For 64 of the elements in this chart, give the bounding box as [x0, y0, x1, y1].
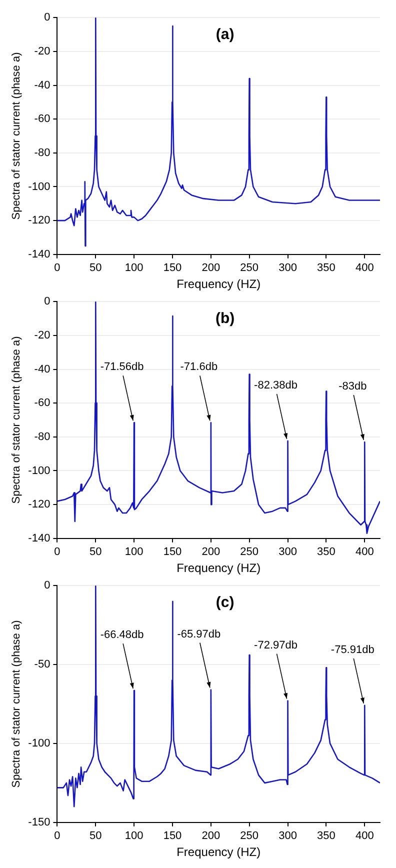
x-tick-label: 300 — [278, 546, 297, 558]
x-tick-label: 200 — [202, 546, 220, 558]
x-tick-label: 300 — [278, 262, 297, 274]
text: (b) — [215, 310, 235, 328]
annotation: -72.97db — [254, 639, 298, 652]
x-axis-title: Frequency (HZ) — [176, 561, 261, 576]
y-tick-label: -100 — [28, 738, 50, 750]
y-tick-label: 0 — [44, 12, 50, 24]
x-tick-label: 100 — [124, 830, 144, 842]
text: (c) — [216, 594, 234, 612]
x-tick-label: 200 — [202, 830, 220, 842]
y-tick-label: -80 — [34, 430, 50, 443]
x-tick-label: 50 — [90, 262, 102, 274]
annotation: -75.91db — [330, 644, 374, 656]
y-tick-label: -140 — [28, 532, 50, 544]
text: (a) — [216, 26, 234, 44]
x-tick-label: 150 — [163, 546, 182, 558]
y-tick-label: -20 — [34, 329, 50, 342]
x-tick-label: 350 — [317, 546, 336, 558]
x-tick-label: 50 — [90, 830, 102, 842]
y-tick-label: -60 — [34, 397, 50, 410]
y-tick-label: -120 — [28, 498, 50, 511]
x-tick-label: 100 — [124, 546, 144, 558]
x-tick-label: 250 — [240, 830, 259, 842]
x-tick-label: 50 — [90, 546, 102, 558]
x-tick-label: 350 — [317, 830, 336, 842]
x-tick-label: 0 — [54, 830, 60, 842]
x-tick-label: 150 — [163, 830, 182, 842]
y-axis-title: Spectra of stator current (phase a) — [10, 52, 23, 220]
x-tick-label: 0 — [54, 262, 60, 274]
x-tick-label: 100 — [124, 262, 144, 274]
x-tick-label: 200 — [202, 262, 220, 274]
x-tick-label: 150 — [163, 262, 182, 274]
y-tick-label: -20 — [34, 45, 50, 58]
annotation: -71.56db — [100, 361, 144, 374]
x-tick-label: 250 — [240, 546, 259, 558]
x-axis-title: Frequency (HZ) — [176, 277, 261, 292]
x-tick-label: 0 — [54, 546, 60, 558]
annotation: -83db — [338, 380, 367, 393]
y-tick-label: -40 — [34, 79, 50, 92]
annotation: -65.97db — [177, 628, 221, 640]
y-tick-label: -100 — [28, 180, 50, 193]
x-tick-label: 400 — [355, 830, 374, 842]
y-tick-label: -80 — [34, 146, 50, 159]
y-tick-label: -120 — [28, 214, 50, 227]
x-tick-label: 250 — [240, 262, 259, 274]
y-axis-title: Spectra of stator current (phase a) — [10, 620, 23, 788]
y-tick-label: -40 — [34, 363, 50, 376]
annotation: -66.48db — [100, 629, 144, 642]
y-tick-label: 0 — [44, 296, 50, 308]
y-axis-title: Spectra of stator current (phase a) — [10, 336, 23, 504]
y-tick-label: -60 — [34, 113, 50, 126]
x-tick-label: 300 — [278, 830, 297, 842]
x-tick-label: 400 — [355, 262, 374, 274]
y-tick-label: -50 — [34, 658, 50, 671]
annotation: -82.38db — [254, 379, 298, 392]
x-tick-label: 400 — [355, 546, 374, 558]
y-tick-label: 0 — [44, 580, 50, 592]
annotation: -71.6db — [180, 361, 218, 374]
x-tick-label: 350 — [317, 262, 336, 274]
y-tick-label: -150 — [28, 816, 50, 828]
x-axis-title: Frequency (HZ) — [176, 845, 261, 860]
y-tick-label: -100 — [28, 464, 50, 477]
y-tick-label: -140 — [28, 248, 50, 260]
